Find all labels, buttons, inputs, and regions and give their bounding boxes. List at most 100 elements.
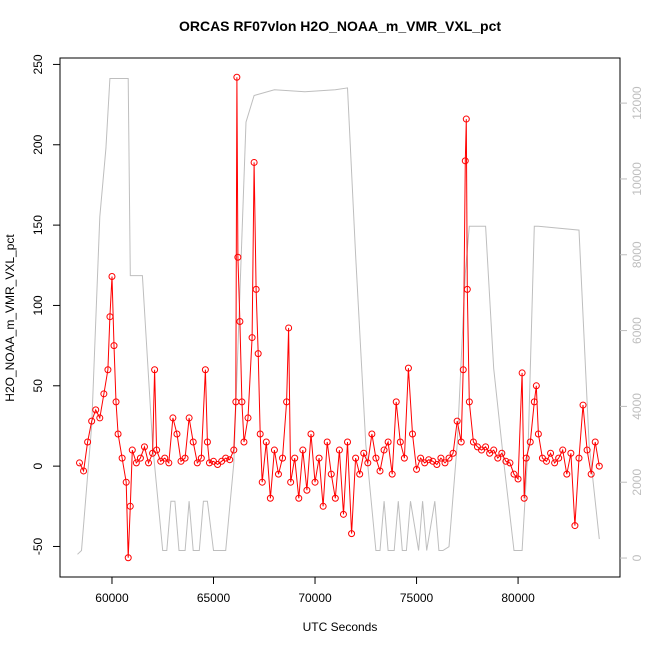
y2-tick-label: 0: [630, 554, 644, 561]
data-point: [80, 467, 88, 475]
data-point: [514, 475, 522, 483]
data-point: [233, 73, 241, 81]
data-point: [404, 364, 412, 372]
x-tick-label: 80000: [501, 591, 535, 605]
data-point: [270, 446, 278, 454]
data-point: [469, 438, 477, 446]
data-point: [579, 401, 587, 409]
x-tick-label: 65000: [197, 591, 231, 605]
data-point: [193, 459, 201, 467]
data-point: [587, 470, 595, 478]
data-point: [169, 414, 177, 422]
data-point: [449, 449, 457, 457]
data-point: [368, 430, 376, 438]
y2-tick-label: 12000: [630, 86, 644, 120]
data-point: [234, 253, 242, 261]
data-point: [494, 454, 502, 462]
data-point: [396, 438, 404, 446]
data-point: [339, 510, 347, 518]
y2-tick-label: 8000: [630, 241, 644, 268]
data-point: [114, 430, 122, 438]
data-point: [185, 414, 193, 422]
data-point: [433, 461, 441, 469]
data-point: [118, 454, 126, 462]
data-point: [266, 494, 274, 502]
data-point: [165, 459, 173, 467]
data-point: [88, 417, 96, 425]
data-point: [205, 459, 213, 467]
data-point: [124, 554, 132, 562]
data-point: [502, 457, 510, 465]
data-point: [315, 454, 323, 462]
y-tick-label: 150: [31, 215, 45, 235]
data-point: [128, 446, 136, 454]
data-point: [287, 478, 295, 486]
data-point: [100, 390, 108, 398]
data-point: [463, 285, 471, 293]
data-point: [498, 449, 506, 457]
data-point: [319, 502, 327, 510]
data-point: [344, 438, 352, 446]
x-axis-label: UTC Seconds: [303, 620, 378, 634]
data-point: [256, 430, 264, 438]
data-point: [108, 273, 116, 281]
data-point: [462, 115, 470, 123]
y-axis-label: H2O_NOAA_m_VMR_VXL_pct: [3, 234, 17, 402]
data-point: [140, 443, 148, 451]
y2-tick-label: 4000: [630, 393, 644, 420]
data-point: [518, 369, 526, 377]
data-point: [348, 530, 356, 538]
y-tick-label: -50: [31, 537, 45, 555]
data-point: [482, 443, 490, 451]
data-point: [356, 470, 364, 478]
data-point: [380, 446, 388, 454]
data-point: [400, 454, 408, 462]
data-point: [364, 459, 372, 467]
data-point: [567, 449, 575, 457]
data-point: [197, 454, 205, 462]
data-point: [563, 470, 571, 478]
data-point: [274, 470, 282, 478]
plot-frame: [59, 57, 621, 578]
data-point: [331, 494, 339, 502]
data-point: [92, 406, 100, 414]
data-point: [526, 438, 534, 446]
data-point: [323, 438, 331, 446]
data-point: [252, 285, 260, 293]
data-point: [522, 454, 530, 462]
data-point: [425, 456, 433, 464]
data-point: [307, 430, 315, 438]
y-tick-label: 50: [31, 379, 45, 393]
data-point: [352, 454, 360, 462]
data-point: [530, 398, 538, 406]
data-point: [360, 449, 368, 457]
data-point: [238, 398, 246, 406]
data-point: [153, 446, 161, 454]
data-point: [291, 454, 299, 462]
data-point: [441, 459, 449, 467]
data-point: [236, 318, 244, 326]
data-point: [279, 454, 287, 462]
data-point: [230, 446, 238, 454]
data-point: [303, 486, 311, 494]
data-point: [96, 414, 104, 422]
data-point: [376, 467, 384, 475]
data-point: [555, 454, 563, 462]
data-point: [248, 334, 256, 342]
data-point: [173, 430, 181, 438]
data-point: [110, 342, 118, 350]
altitude-line: [77, 78, 600, 555]
x-tick-label: 70000: [298, 591, 332, 605]
data-point: [145, 459, 153, 467]
data-point: [181, 454, 189, 462]
data-point: [559, 446, 567, 454]
data-point: [311, 478, 319, 486]
y-tick-label: 0: [31, 462, 45, 469]
data-point: [437, 454, 445, 462]
data-point: [583, 446, 591, 454]
y-tick-label: 100: [31, 295, 45, 315]
x-tick-label: 60000: [95, 591, 129, 605]
data-point: [327, 470, 335, 478]
